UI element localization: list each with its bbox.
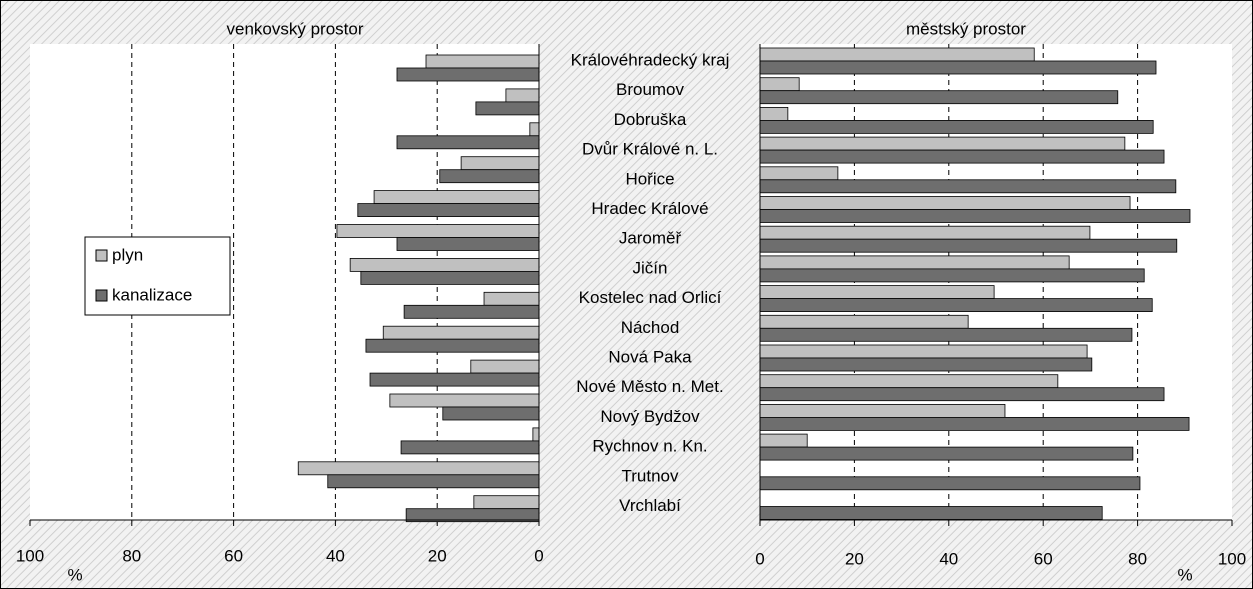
x-tick-label: 40 xyxy=(326,546,345,565)
bar xyxy=(759,285,995,300)
bar xyxy=(759,107,789,121)
category-label: Broumov xyxy=(616,80,685,99)
bar xyxy=(759,416,1190,431)
bar xyxy=(327,474,540,489)
bar xyxy=(382,325,540,340)
bar xyxy=(532,427,540,442)
bar xyxy=(396,237,540,251)
x-axis-label: % xyxy=(1177,565,1192,584)
bar xyxy=(357,203,540,218)
x-tick-label: 40 xyxy=(939,549,958,568)
bar xyxy=(529,122,540,137)
category-label: Vrchlabí xyxy=(619,496,681,515)
bar xyxy=(759,90,1119,105)
bar xyxy=(396,135,540,150)
x-tick-label: 0 xyxy=(755,549,764,568)
bar xyxy=(759,268,1145,283)
bar xyxy=(373,190,540,205)
category-label: Dobruška xyxy=(614,110,687,129)
bar xyxy=(759,120,1154,134)
category-label: Královéhradecký kraj xyxy=(571,50,730,69)
x-tick-label: 100 xyxy=(1218,549,1246,568)
bar xyxy=(759,60,1157,75)
category-label: Hořice xyxy=(625,169,674,188)
legend-box xyxy=(84,236,231,316)
bar xyxy=(759,298,1153,313)
category-label: Nová Paka xyxy=(608,347,692,366)
bar xyxy=(759,209,1191,223)
category-label: Nový Bydžov xyxy=(600,407,700,426)
bar xyxy=(759,47,1035,62)
category-label: Nové Město n. Met. xyxy=(576,377,723,396)
bar xyxy=(297,461,540,476)
bar xyxy=(425,54,540,69)
bar xyxy=(759,403,1006,418)
bar xyxy=(389,393,540,408)
panel-title: venkovský prostor xyxy=(227,19,364,38)
bar xyxy=(439,169,540,184)
bar xyxy=(759,166,839,181)
bar xyxy=(365,338,540,353)
category-label: Jaroměř xyxy=(619,229,682,248)
bar xyxy=(460,156,540,171)
legend-swatch xyxy=(95,249,108,262)
legend-label: plyn xyxy=(112,245,143,264)
bar xyxy=(759,149,1165,164)
bar xyxy=(759,433,808,448)
bar xyxy=(349,257,540,272)
x-tick-label: 60 xyxy=(224,546,243,565)
x-tick-label: 20 xyxy=(845,549,864,568)
bar xyxy=(759,77,800,92)
bar xyxy=(759,179,1177,194)
category-label: Hradec Králové xyxy=(591,199,708,218)
bar xyxy=(759,506,1103,520)
bar xyxy=(759,387,1165,402)
bar xyxy=(505,88,540,103)
bar xyxy=(400,440,540,455)
bar xyxy=(360,270,540,285)
bar xyxy=(759,357,1093,372)
bar xyxy=(759,196,1131,210)
bar xyxy=(759,314,969,329)
bar xyxy=(473,495,540,510)
legend-label: kanalizace xyxy=(112,285,192,304)
legend-swatch xyxy=(95,289,108,302)
x-tick-label: 0 xyxy=(534,546,543,565)
bar xyxy=(759,327,1133,342)
x-tick-label: 100 xyxy=(16,546,44,565)
bar xyxy=(470,359,540,374)
category-label: Rychnov n. Kn. xyxy=(592,437,707,456)
bar xyxy=(759,225,1091,240)
bar xyxy=(403,304,540,319)
panel-title: městský prostor xyxy=(906,19,1026,38)
bar xyxy=(759,238,1178,253)
bar xyxy=(759,374,1059,389)
category-label: Kostelec nad Orlicí xyxy=(579,288,722,307)
bar xyxy=(396,67,540,82)
x-tick-label: 20 xyxy=(428,546,447,565)
x-tick-label: 80 xyxy=(1128,549,1147,568)
x-tick-label: 80 xyxy=(122,546,141,565)
bar xyxy=(759,344,1088,359)
category-label: Jičín xyxy=(633,258,668,277)
category-label: Náchod xyxy=(621,318,680,337)
bar xyxy=(483,291,540,306)
bar xyxy=(759,446,1134,461)
x-tick-label: 60 xyxy=(1034,549,1053,568)
bar xyxy=(759,476,1141,491)
bar xyxy=(336,224,540,238)
bar xyxy=(475,101,540,116)
bar xyxy=(759,136,1126,151)
category-label: Trutnov xyxy=(621,466,679,485)
bar xyxy=(442,406,540,421)
bar xyxy=(369,372,540,387)
x-axis-label: % xyxy=(67,565,82,584)
bar xyxy=(759,255,1070,270)
category-label: Dvůr Králové n. L. xyxy=(582,140,718,159)
